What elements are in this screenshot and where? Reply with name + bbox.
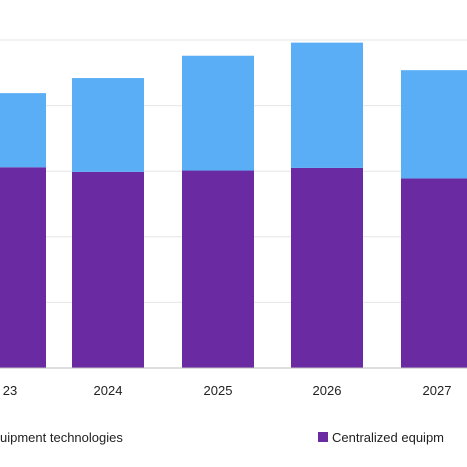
bar-2027-technologies bbox=[401, 70, 467, 179]
bar-2025-centralized bbox=[182, 170, 254, 368]
x-tick-label: 2024 bbox=[94, 383, 123, 398]
bar-2023-centralized bbox=[0, 167, 46, 368]
x-tick-labels: 23 2024 2025 2026 2027 bbox=[3, 383, 452, 398]
bar-2023-technologies bbox=[0, 93, 46, 168]
x-tick-label: 23 bbox=[3, 383, 17, 398]
bar-2026-technologies bbox=[291, 42, 363, 168]
bar-2027-centralized bbox=[401, 178, 467, 368]
x-tick-label: 2027 bbox=[423, 383, 452, 398]
bar-2024-technologies bbox=[72, 78, 144, 172]
bar-2024-centralized bbox=[72, 171, 144, 368]
x-tick-label: 2026 bbox=[313, 383, 342, 398]
legend-label-centralized: Centralized equipm bbox=[332, 430, 444, 445]
bar-2025-technologies bbox=[182, 55, 254, 171]
legend: uipment technologies Centralized equipm bbox=[0, 430, 444, 445]
x-tick-label: 2025 bbox=[204, 383, 233, 398]
bar-2026-centralized bbox=[291, 167, 363, 368]
bars bbox=[0, 42, 467, 368]
legend-label-technologies: uipment technologies bbox=[0, 430, 123, 445]
legend-swatch-centralized bbox=[318, 432, 328, 442]
